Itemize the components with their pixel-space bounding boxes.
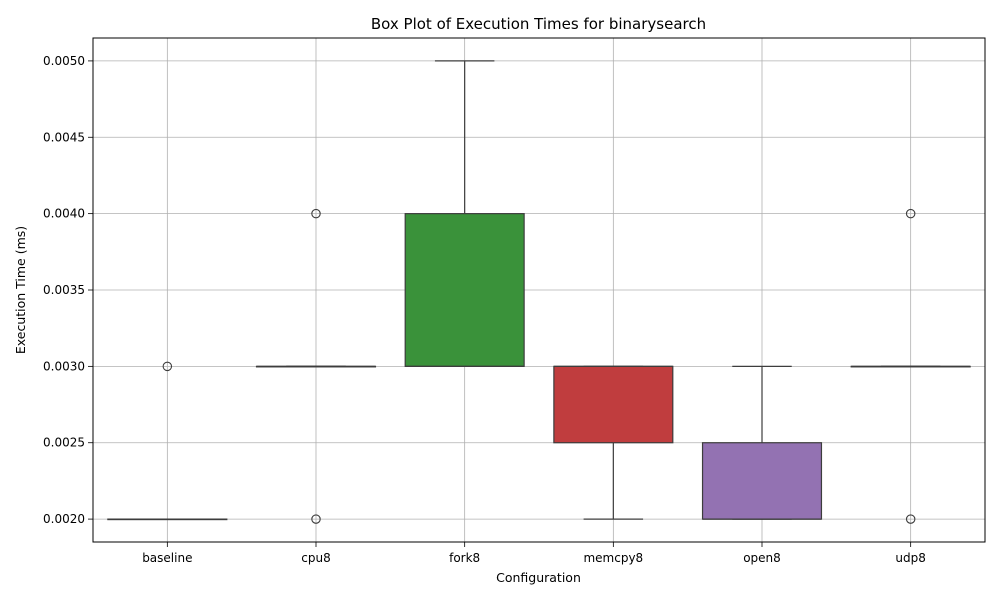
- y-tick-label: 0.0045: [43, 130, 85, 144]
- boxes: [107, 60, 971, 524]
- chart-title: Box Plot of Execution Times for binaryse…: [371, 15, 706, 33]
- y-tick-label: 0.0030: [43, 359, 85, 373]
- outlier-point: [905, 514, 916, 524]
- x-tick-label: memcpy8: [583, 551, 643, 565]
- box-fork8: [404, 60, 525, 367]
- x-axis-ticks: baseline cpu8 fork8 memcpy8 open8 udp8: [142, 542, 926, 565]
- y-tick-label: 0.0020: [43, 512, 85, 526]
- box-body: [404, 213, 525, 367]
- y-tick-label: 0.0035: [43, 283, 85, 297]
- x-tick-label: fork8: [449, 551, 480, 565]
- x-tick-label: baseline: [142, 551, 192, 565]
- box-open8: [701, 365, 823, 520]
- outlier-point: [311, 208, 321, 219]
- grid: [93, 38, 985, 542]
- outlier-point: [905, 208, 916, 219]
- box-udp8: [850, 208, 971, 524]
- box-baseline: [107, 361, 228, 521]
- box-cpu8: [255, 208, 377, 524]
- box-body: [553, 365, 674, 444]
- y-tick-label: 0.0050: [43, 54, 85, 68]
- x-tick-label: open8: [743, 551, 781, 565]
- x-tick-label: udp8: [895, 551, 925, 565]
- outlier-point: [311, 514, 321, 524]
- y-axis-label: Execution Time (ms): [13, 226, 28, 354]
- x-axis-label: Configuration: [496, 570, 581, 585]
- box-memcpy8: [553, 365, 674, 520]
- y-axis-ticks: 0.0020 0.0025 0.0030 0.0035 0.0040 0.0045 0.00…: [43, 54, 93, 526]
- box-body: [701, 442, 823, 520]
- y-tick-label: 0.0040: [43, 207, 85, 221]
- outlier-point: [162, 361, 173, 372]
- x-tick-label: cpu8: [301, 551, 330, 565]
- y-tick-label: 0.0025: [43, 436, 85, 450]
